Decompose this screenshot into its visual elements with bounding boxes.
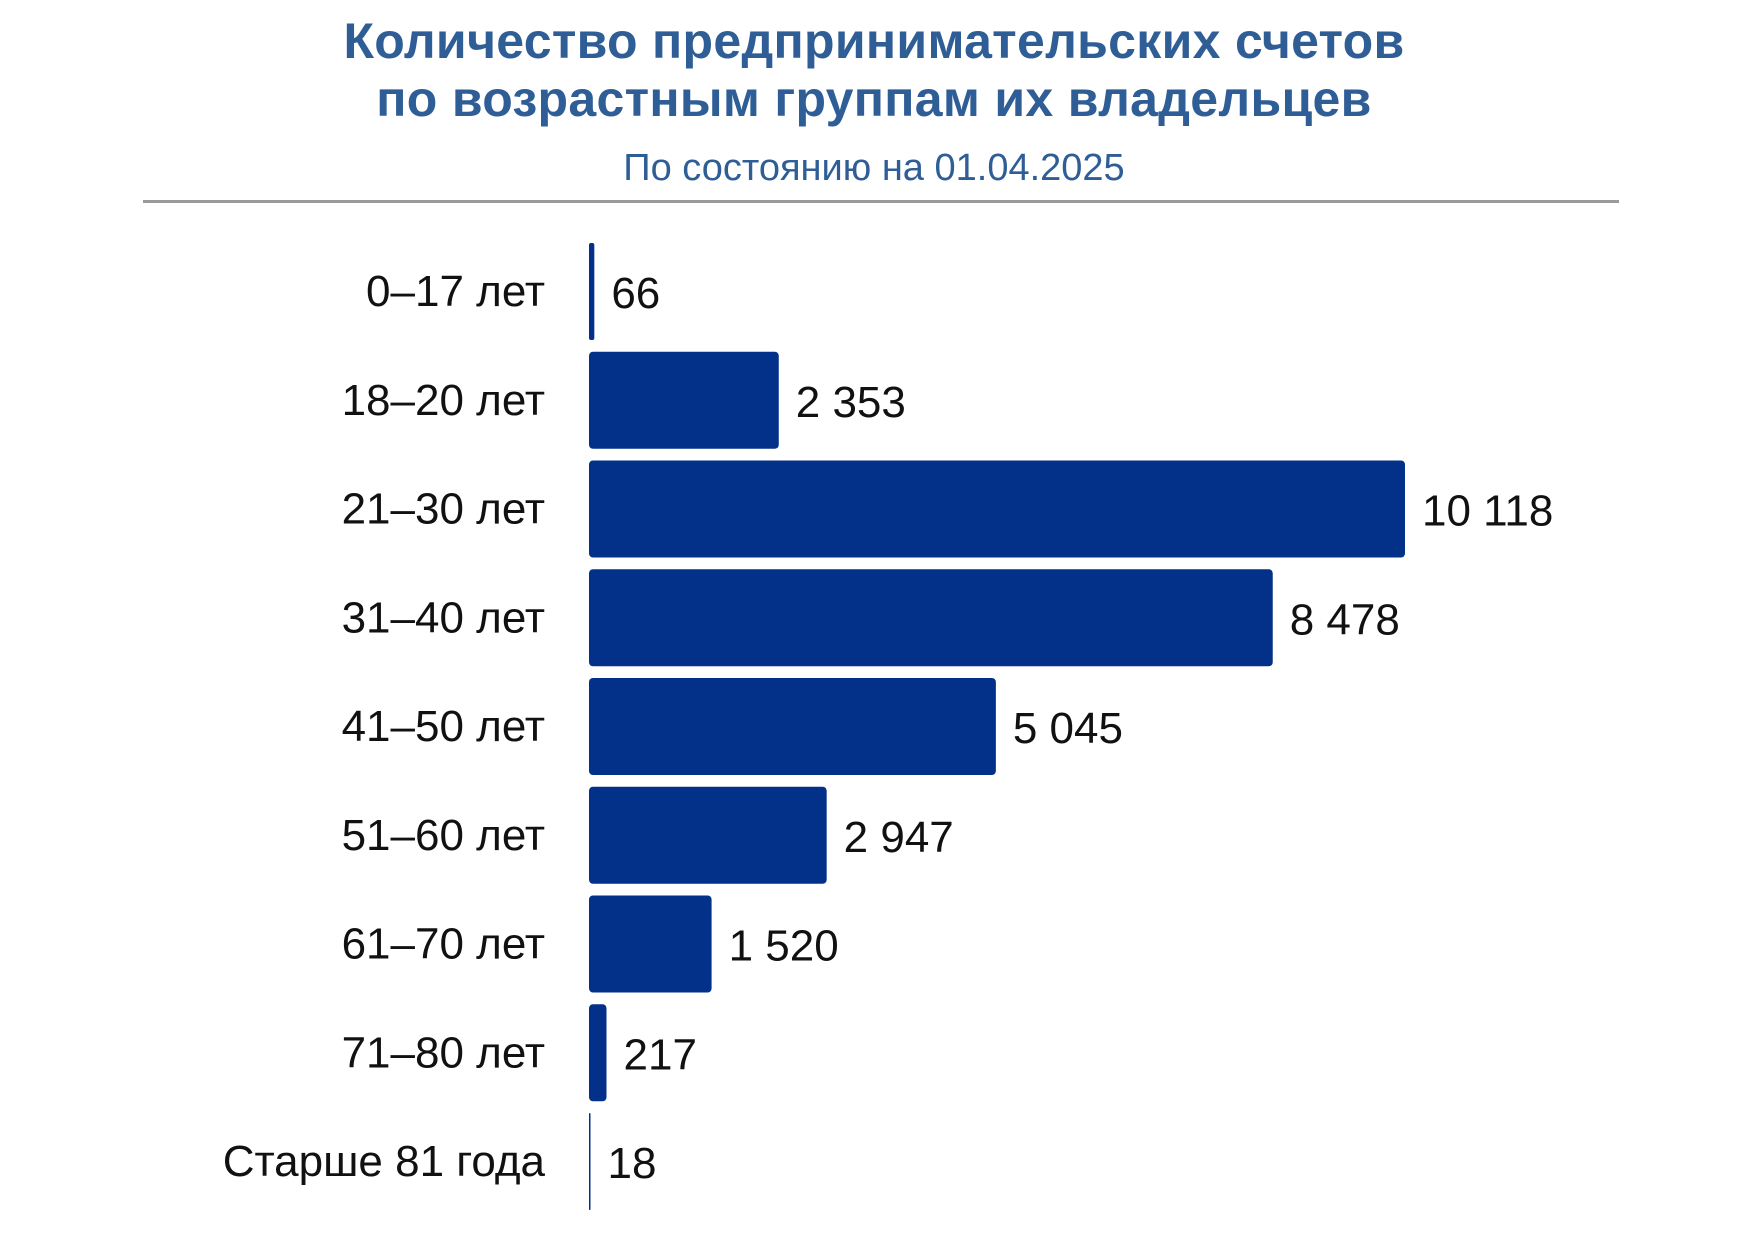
bar-0 [589, 243, 595, 340]
value-label-4: 5 045 [1013, 704, 1123, 753]
bar-8 [589, 1113, 591, 1210]
bar-6 [589, 895, 712, 993]
chart-title: Количество предпринимательских счетов по… [0, 12, 1748, 128]
category-label-8: Старше 81 года [223, 1137, 546, 1186]
chart-subtitle: По состоянию на 01.04.2025 [623, 147, 1125, 189]
chart-title-line-1: Количество предпринимательских счетов [343, 13, 1405, 69]
header-divider [143, 200, 1619, 203]
category-label-2: 21–30 лет [342, 485, 545, 534]
category-label-1: 18–20 лет [342, 376, 545, 425]
bar-1 [589, 351, 779, 449]
value-label-3: 8 478 [1290, 595, 1400, 644]
bar-4 [589, 678, 996, 775]
value-label-8: 18 [608, 1139, 657, 1188]
category-label-4: 41–50 лет [342, 702, 545, 751]
bar-7 [589, 1004, 607, 1102]
category-label-7: 71–80 лет [342, 1028, 545, 1077]
chart-title-line-2: по возрастным группам их владельцев [376, 71, 1372, 127]
category-label-6: 61–70 лет [342, 920, 545, 969]
value-label-6: 1 520 [729, 922, 839, 971]
bar-5 [589, 786, 827, 884]
bar-3 [589, 569, 1273, 667]
category-label-0: 0–17 лет [366, 267, 545, 316]
value-label-2: 10 118 [1422, 487, 1553, 536]
value-label-1: 2 353 [796, 378, 906, 427]
value-label-7: 217 [624, 1030, 697, 1079]
category-label-5: 51–60 лет [342, 811, 545, 860]
value-label-5: 2 947 [844, 813, 954, 862]
category-label-3: 31–40 лет [342, 593, 545, 642]
bar-2 [589, 460, 1405, 558]
value-label-0: 66 [611, 269, 660, 318]
